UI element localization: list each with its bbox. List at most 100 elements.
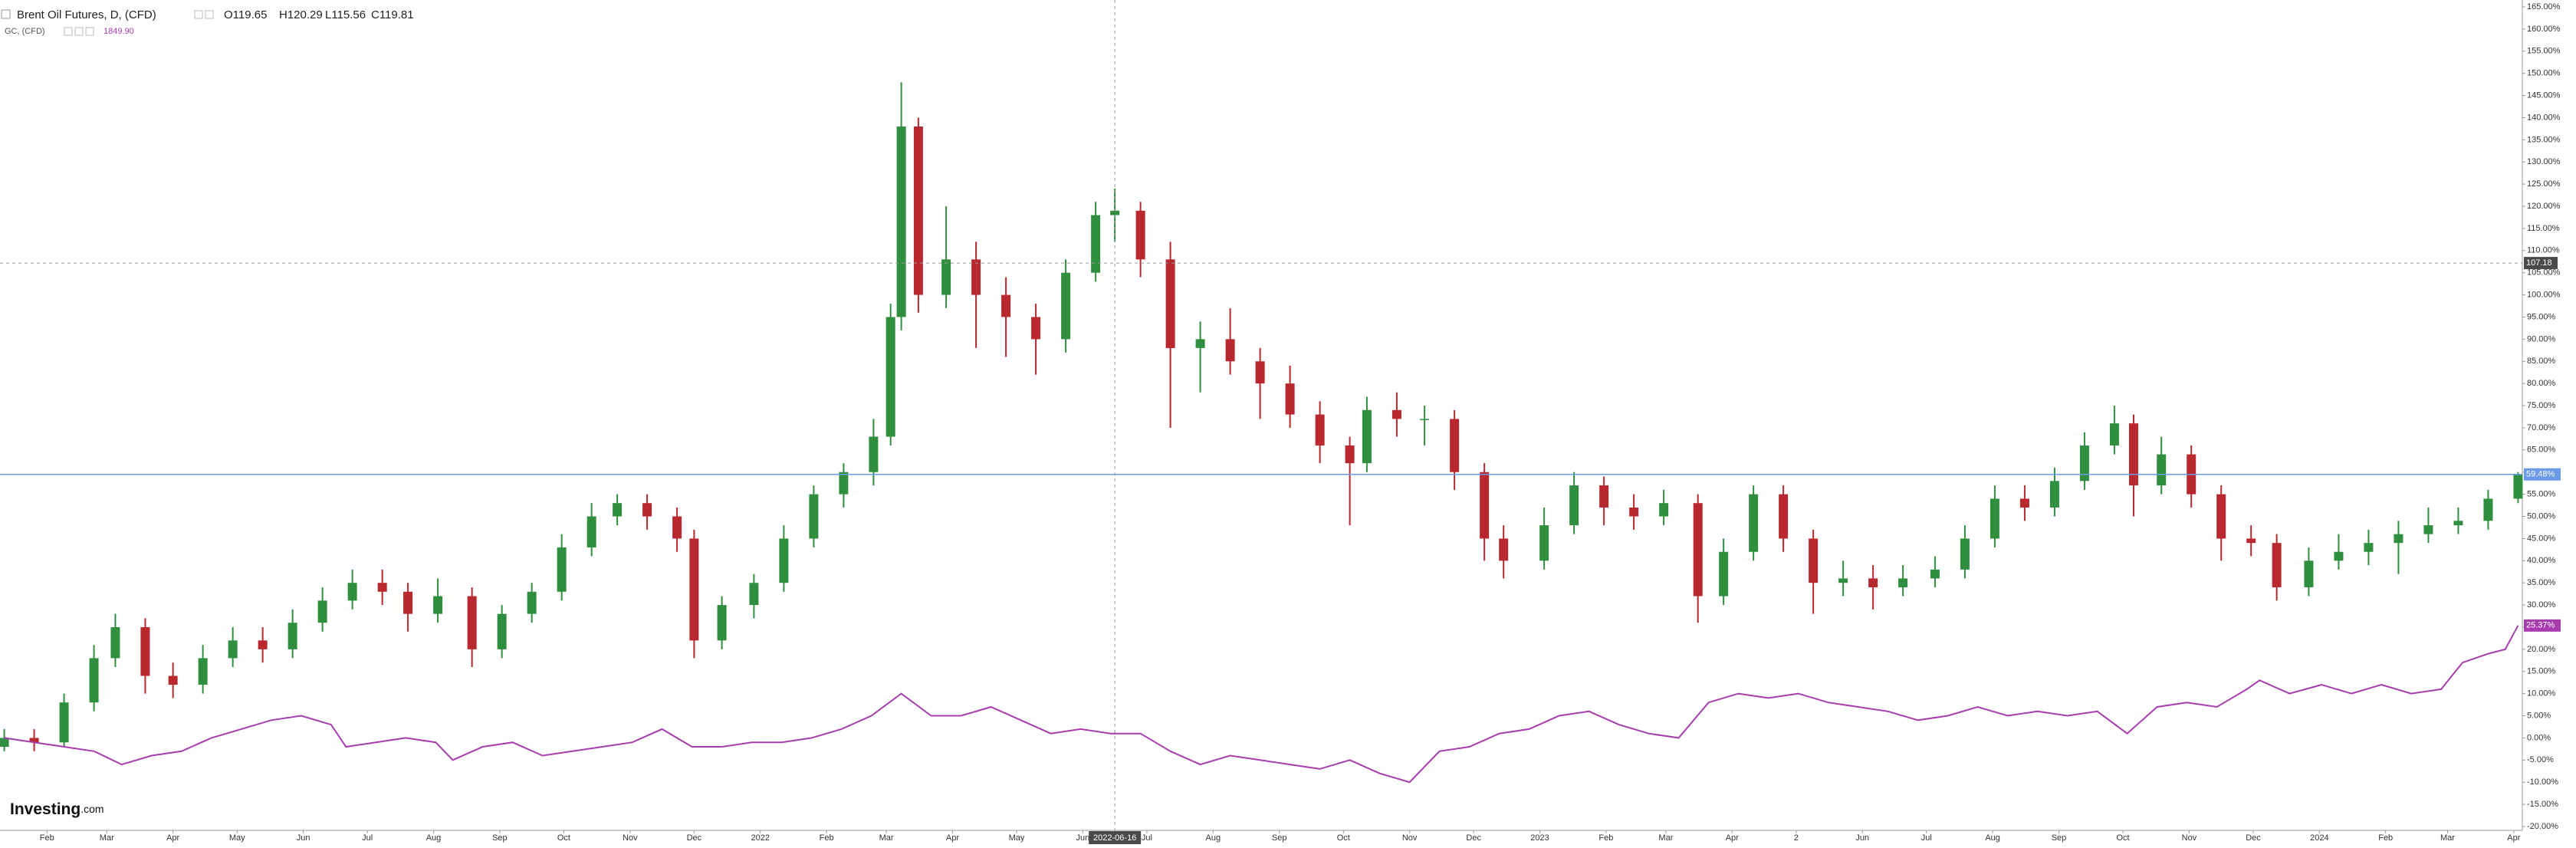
y-tick-label: 40.00% [2527, 556, 2556, 565]
x-tick-label: May [229, 833, 245, 843]
candle-body [1362, 409, 1372, 464]
x-tick-label: Oct [1337, 833, 1350, 843]
candle-body [1809, 538, 1819, 583]
y-tick-label: 120.00% [2527, 202, 2561, 211]
candle-body [2423, 525, 2433, 534]
candle-body [1719, 551, 1729, 597]
candle-body [198, 658, 208, 685]
ohlc-low: L115.56 [325, 8, 366, 21]
candle-body [2304, 560, 2314, 587]
y-tick-label: 105.00% [2527, 268, 2561, 278]
candle-body [2128, 423, 2138, 486]
candle-body [941, 259, 951, 295]
logo-suffix: .com [80, 803, 104, 815]
candle-body [2019, 498, 2029, 508]
candle-body [1629, 507, 1639, 517]
y-tick-label: 45.00% [2527, 534, 2556, 543]
collapse-icon[interactable] [1, 9, 11, 19]
candle-body [2216, 494, 2226, 539]
x-tick-label: Oct [2116, 833, 2129, 843]
candle-body [2453, 521, 2463, 526]
candle-body [2109, 423, 2119, 446]
y-tick-label: 160.00% [2527, 25, 2561, 34]
candle-body [717, 605, 727, 641]
candle-body [1110, 210, 1120, 215]
x-tick-label: Apr [166, 833, 179, 843]
x-tick-label: Sep [2052, 833, 2067, 843]
candle-body [642, 503, 652, 517]
y-tick-label: -5.00% [2527, 755, 2554, 764]
y-tick-label: 150.00% [2527, 69, 2561, 78]
candle-body [2513, 474, 2523, 499]
x-tick-label: Mar [100, 833, 114, 843]
y-tick-label: 70.00% [2527, 423, 2556, 432]
x-tick-label: Jun [1076, 833, 1090, 843]
y-tick-label: 110.00% [2527, 246, 2560, 255]
candle-body [59, 702, 69, 743]
x-tick-label: 2023 [1530, 833, 1549, 843]
gold-line [4, 625, 2519, 784]
candle-body [1420, 419, 1430, 420]
y-tick-label: 75.00% [2527, 401, 2556, 410]
y-tick-label: 90.00% [2527, 334, 2556, 343]
candle-body [140, 626, 150, 676]
settings-icon[interactable] [194, 10, 203, 19]
candle-body [317, 600, 327, 623]
candle-body [1539, 525, 1549, 561]
x-tick-label: Aug [426, 833, 442, 843]
x-tick-label: Jul [1142, 833, 1152, 843]
candle-body [288, 623, 297, 649]
x-tick-label: May [1009, 833, 1025, 843]
candle-body [1031, 317, 1041, 340]
y-tick-label: 135.00% [2527, 135, 2561, 144]
candle-body [497, 613, 507, 649]
crosshair-x-box [1089, 831, 1142, 844]
y-tick-label: 125.00% [2527, 179, 2561, 189]
candle-body [168, 675, 178, 685]
candle-body [869, 436, 879, 472]
x-tick-label: Jul [362, 833, 373, 843]
x-tick-label: 2 [1794, 833, 1799, 843]
candle-body [1779, 494, 1789, 539]
y-tick-label: 95.00% [2527, 312, 2556, 321]
candle-body [1061, 272, 1071, 340]
close-icon[interactable] [205, 10, 214, 19]
study-icon[interactable] [74, 27, 84, 36]
y-tick-label: 35.00% [2527, 578, 2556, 587]
x-tick-label: Nov [1402, 833, 1418, 843]
candle-body [29, 738, 39, 743]
candle-body [886, 317, 895, 437]
candle-body [809, 494, 819, 539]
x-tick-label: Jul [1921, 833, 1932, 843]
crosshair-y-label: 107.18 [2526, 258, 2552, 268]
candle-body [913, 127, 923, 295]
last-value-label: 25.37% [2526, 621, 2555, 630]
candle-body [2394, 534, 2404, 544]
logo: Investing.com [10, 800, 104, 818]
ohlc-close: C119.81 [371, 8, 414, 21]
candle-body [1838, 578, 1848, 583]
candle-body [1960, 538, 1970, 570]
x-tick-label: Aug [1206, 833, 1221, 843]
x-tick-label: Feb [40, 833, 54, 843]
candle-body [672, 516, 682, 539]
study-icon[interactable] [64, 27, 73, 36]
candle-body [1898, 578, 1908, 587]
study-icon[interactable] [85, 27, 94, 36]
candle-body [1450, 419, 1460, 472]
candle-body [228, 640, 238, 659]
y-tick-label: 130.00% [2527, 157, 2561, 166]
candle-body [1480, 472, 1490, 539]
y-tick-label: 30.00% [2527, 600, 2556, 610]
candle-body [1285, 383, 1295, 415]
x-tick-label: Mar [879, 833, 894, 843]
x-tick-label: Apr [946, 833, 959, 843]
x-tick-label: Nov [623, 833, 638, 843]
y-tick-label: 0.00% [2527, 733, 2551, 742]
ohlc-open: O119.65 [224, 8, 267, 21]
candle-body [1345, 445, 1355, 464]
candle-body [1165, 259, 1175, 348]
y-tick-label: 145.00% [2527, 90, 2561, 100]
candle-body [467, 596, 477, 649]
